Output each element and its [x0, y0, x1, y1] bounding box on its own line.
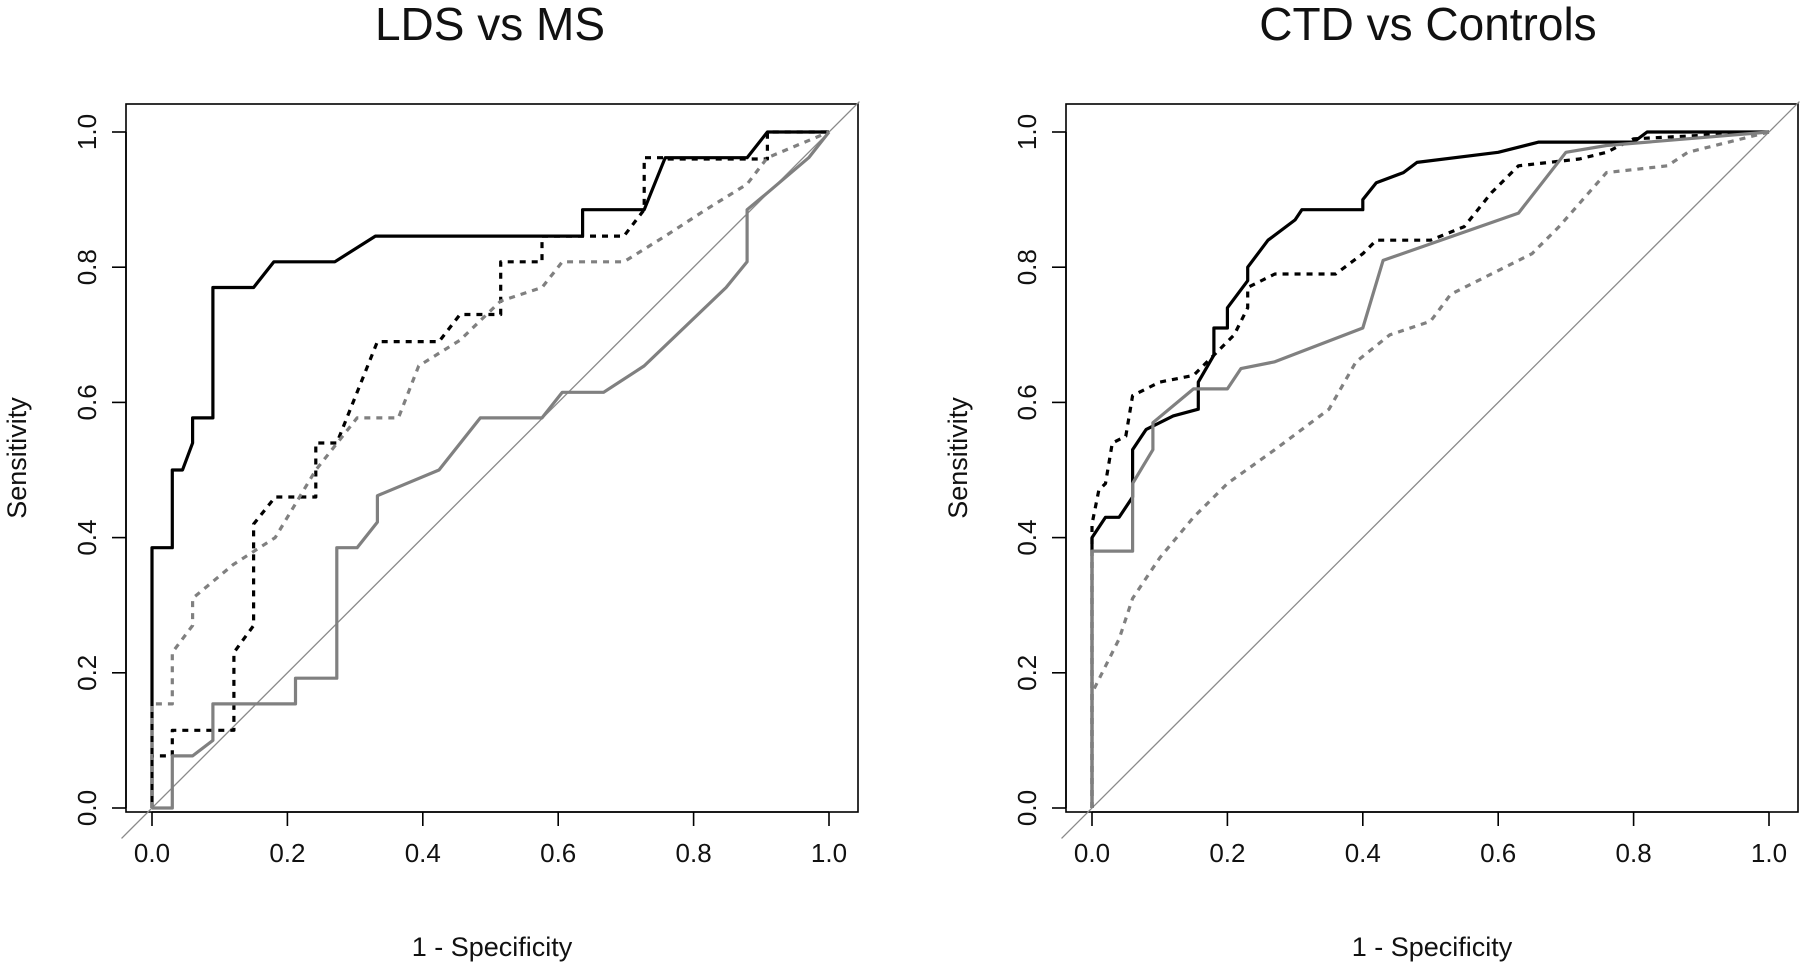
y-tick-label: 1.0 — [72, 114, 102, 150]
y-tick-label: 1.0 — [1012, 114, 1042, 150]
x-tick-label: 0.6 — [1480, 838, 1516, 868]
x-tick-label: 1.0 — [1751, 838, 1787, 868]
roc-curve-series-1 — [1090, 130, 1769, 808]
x-axis-label: 1 - Specificity — [412, 932, 573, 962]
y-axis-label: Sensitivity — [943, 397, 973, 519]
x-tick-label: 0.8 — [1616, 838, 1652, 868]
x-tick-label: 0.2 — [269, 838, 305, 868]
y-tick-label: 0.0 — [1012, 790, 1042, 826]
plot-frame — [1065, 103, 1799, 813]
axes-layer: 0.0 0.2 0.4 0.6 0.8 1.0 0.0 0.2 0.4 0.6 0.8 1.0 — [1012, 114, 1787, 868]
x-tick-label: 0.2 — [1209, 838, 1245, 868]
y-tick-label: 0.4 — [72, 520, 102, 556]
roc-panel-right: CTD vs Controls 0.0 0.2 0.4 0.6 0.8 1.0 0.0 0.2… — [943, 0, 1800, 962]
roc-panel-left: LDS vs MS 0.0 0.2 0.4 0.6 0.8 1.0 0.0 0.2 0.4 0.6… — [2, 0, 860, 962]
x-axis-label: 1 - Specificity — [1352, 932, 1513, 962]
chart-title: LDS vs MS — [375, 0, 605, 50]
roc-curve-series-3 — [1090, 130, 1770, 808]
series-layer — [121, 101, 860, 839]
y-tick-label: 0.2 — [72, 655, 102, 691]
axes-layer: 0.0 0.2 0.4 0.6 0.8 1.0 0.0 0.2 0.4 0.6 0.8 1.0 — [72, 114, 847, 868]
y-tick-label: 0.4 — [1012, 520, 1042, 556]
y-tick-label: 0.6 — [1012, 384, 1042, 420]
series-layer — [1061, 101, 1800, 839]
y-tick-label: 0.8 — [72, 249, 102, 285]
x-tick-label: 0.4 — [1345, 838, 1381, 868]
x-tick-label: 0.8 — [676, 838, 712, 868]
x-tick-label: 0.6 — [540, 838, 576, 868]
x-tick-label: 0.4 — [405, 838, 441, 868]
x-tick-label: 0.0 — [1074, 838, 1110, 868]
reference-diagonal-line — [1061, 101, 1800, 839]
roc-curve-series-1 — [150, 130, 829, 808]
y-axis-label: Sensitivity — [2, 397, 32, 519]
y-tick-label: 0.6 — [72, 384, 102, 420]
y-tick-label: 0.2 — [1012, 655, 1042, 691]
roc-curve-series-4 — [1090, 130, 1770, 808]
roc-curve-series-2 — [1090, 130, 1770, 808]
x-tick-label: 0.0 — [134, 838, 170, 868]
x-tick-label: 1.0 — [811, 838, 847, 868]
y-tick-label: 0.0 — [72, 790, 102, 826]
reference-diagonal-line — [121, 101, 860, 839]
chart-title: CTD vs Controls — [1259, 0, 1596, 50]
roc-curve-series-4 — [152, 131, 831, 810]
roc-curve-series-3 — [150, 130, 830, 808]
y-tick-label: 0.8 — [1012, 249, 1042, 285]
